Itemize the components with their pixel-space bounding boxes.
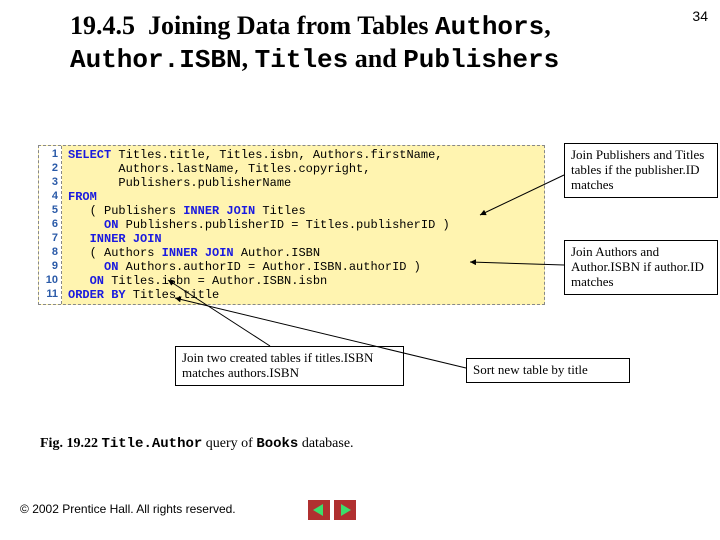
code-body: SELECT Titles.title, Titles.isbn, Author… — [62, 146, 456, 304]
copyright-text: © 2002 Prentice Hall. All rights reserve… — [20, 502, 236, 516]
callout-sort-title: Sort new table by title — [466, 358, 630, 383]
prev-slide-button[interactable] — [308, 500, 330, 520]
next-slide-button[interactable] — [334, 500, 356, 520]
title-code-4: Publishers — [403, 45, 559, 75]
slide-title: 19.4.5 Joining Data from Tables Authors,… — [70, 10, 560, 76]
title-code-3: Titles — [255, 45, 349, 75]
figure-caption: Fig. 19.22 Title.Author query of Books d… — [40, 436, 354, 452]
callout-authors-isbn: Join Authors and Author.ISBN if author.I… — [564, 240, 718, 295]
line-number-gutter: 1 2 3 4 5 6 7 8 9 10 11 — [39, 146, 62, 304]
code-listing: 1 2 3 4 5 6 7 8 9 10 11 SELECT Titles.ti… — [38, 145, 545, 305]
title-code-2: Author.ISBN — [70, 45, 242, 75]
title-text-1: Joining Data from Tables — [148, 11, 435, 40]
nav-button-group — [308, 500, 356, 520]
callout-publishers-titles: Join Publishers and Titles tables if the… — [564, 143, 718, 198]
callout-join-created: Join two created tables if titles.ISBN m… — [175, 346, 404, 386]
page-number: 34 — [692, 8, 708, 24]
title-code-1: Authors — [435, 12, 544, 42]
section-number: 19.4.5 — [70, 11, 135, 40]
